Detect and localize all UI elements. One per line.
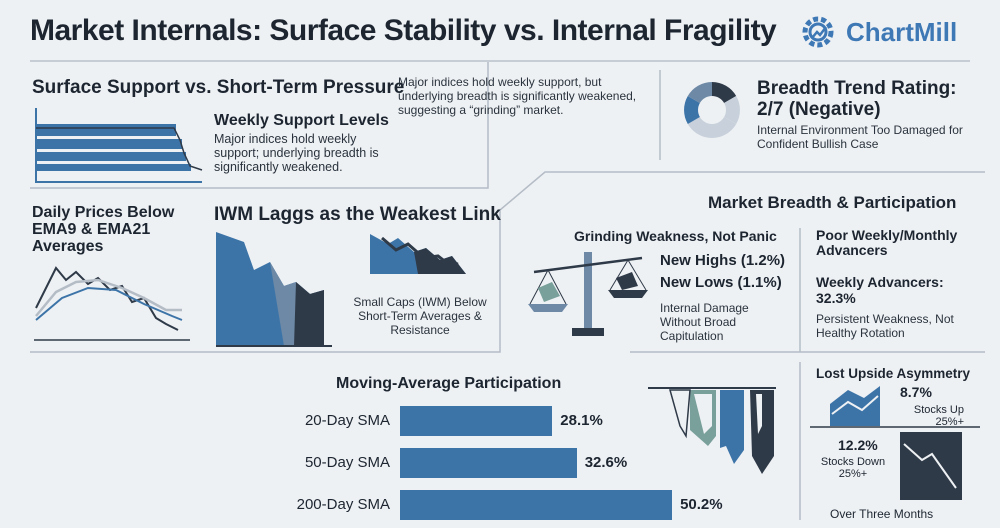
- weekly-advancers-value: Weekly Advancers: 32.3%: [816, 274, 944, 306]
- header-divider: [30, 60, 970, 62]
- iwm-title: IWM Laggs as the Weakest Link: [214, 204, 501, 225]
- bar-value-label: 32.6%: [584, 454, 628, 471]
- rating-donut-icon: [684, 82, 740, 138]
- brand-logo[interactable]: ChartMill: [846, 17, 958, 47]
- bar-label: 20-Day SMA: [304, 412, 390, 429]
- stocks-up-icon: [830, 386, 880, 426]
- stocks-down-value: 12.2%: [838, 437, 878, 453]
- stocks-down-icon: [900, 432, 962, 500]
- page-title: Market Internals: Surface Stability vs. …: [30, 14, 777, 47]
- daily-price-chart: [34, 266, 190, 341]
- weekly-advancers-text: Persistent Weakness, Not Healthy Rotatio…: [816, 312, 954, 340]
- asymmetry-divider: [810, 426, 980, 428]
- daily-title: Daily Prices Below EMA9 & EMA21 Averages: [32, 204, 175, 255]
- new-lows-value: New Lows (1.1%): [660, 274, 782, 291]
- bar: [400, 406, 553, 436]
- bar: [400, 490, 673, 520]
- breadth-heading: Market Breadth & Participation: [708, 193, 957, 212]
- surface-heading: Surface Support vs. Short-Term Pressure: [32, 77, 405, 98]
- rating-title: Breadth Trend Rating: 2/7 (Negative): [757, 78, 957, 120]
- stocks-up-value: 8.7%: [900, 384, 932, 400]
- rating-text: Internal Environment Too Damaged for Con…: [757, 123, 963, 151]
- bar-value-label: 50.2%: [680, 496, 723, 513]
- chart-title: Moving-Average Participation: [336, 375, 562, 392]
- grinding-title: Grinding Weakness, Not Panic: [574, 228, 777, 244]
- trend-down-arrow-icon: [370, 234, 466, 274]
- stocks-down-label: Stocks Down 25%+: [820, 456, 886, 480]
- falling-bars-graphic: [648, 387, 776, 474]
- asymmetry-title: Lost Upside Asymmetry: [816, 366, 971, 381]
- iwm-chart: [216, 232, 332, 347]
- bar: [400, 448, 577, 478]
- grinding-text: Internal Damage Without Broad Capitulati…: [660, 301, 749, 343]
- balance-scale-icon: [528, 252, 648, 336]
- bar-value-label: 28.1%: [560, 412, 603, 429]
- asymmetry-footer: Over Three Months: [830, 507, 934, 521]
- iwm-text: Small Caps (IWM) Below Short-Term Averag…: [353, 295, 487, 337]
- gear-icon: [802, 16, 834, 48]
- bar-label: 50-Day SMA: [304, 454, 390, 471]
- stocks-up-label: Stocks Up 25%+: [913, 404, 964, 428]
- weekly-advancers-title: Poor Weekly/Monthly Advancers: [816, 227, 958, 258]
- surface-intro: Major indices hold weekly support, but u…: [398, 75, 637, 117]
- bar-label: 200-Day SMA: [296, 496, 390, 513]
- new-highs-value: New Highs (1.2%): [660, 252, 786, 269]
- weekly-support-chart: [35, 108, 203, 183]
- weekly-support-title: Weekly Support Levels: [214, 112, 389, 129]
- weekly-support-text: Major indices hold weekly support; under…: [214, 132, 379, 174]
